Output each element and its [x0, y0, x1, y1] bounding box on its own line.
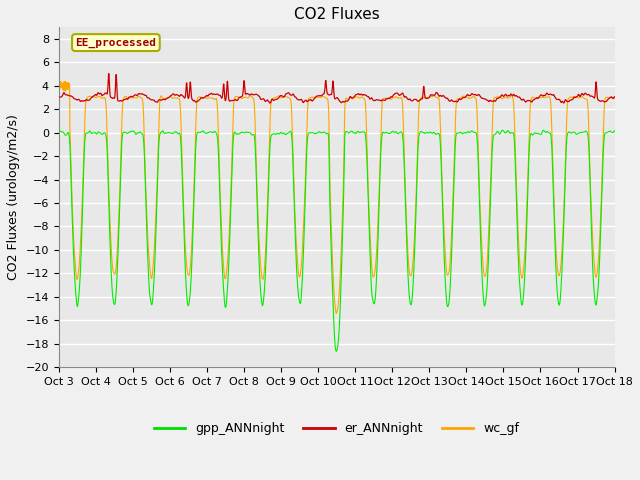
Legend: gpp_ANNnight, er_ANNnight, wc_gf: gpp_ANNnight, er_ANNnight, wc_gf — [149, 418, 524, 440]
Y-axis label: CO2 Fluxes (urology/m2/s): CO2 Fluxes (urology/m2/s) — [7, 114, 20, 280]
Title: CO2 Fluxes: CO2 Fluxes — [294, 7, 380, 22]
Text: EE_processed: EE_processed — [76, 37, 156, 48]
